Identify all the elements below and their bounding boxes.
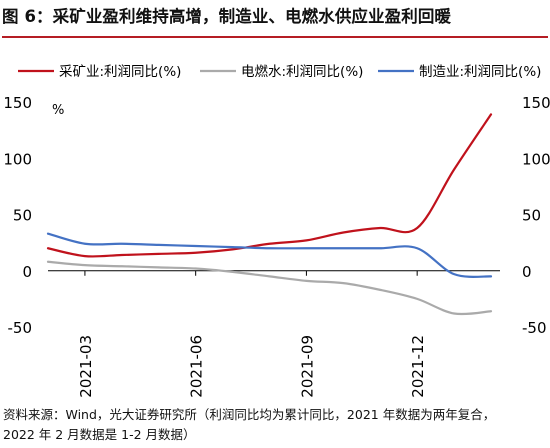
legend-label-1: 采矿业:利润同比(%) (59, 64, 181, 80)
y-tick-label-left: -50 (8, 319, 33, 337)
legend-label-2: 电燃水:利润同比(%) (241, 63, 363, 80)
chart-axes (48, 270, 500, 276)
series-line-3 (46, 232, 493, 278)
line-chart: 采矿业:利润同比(%) 电燃水:利润同比(%) 制造业:利润同比(%) % 150 15… (3, 63, 550, 398)
x-tick-label: 2021-12 (409, 335, 427, 398)
x-tick-label: 2021-09 (298, 335, 316, 398)
figure-title: 图 6：采矿业盈利维持高增，制造业、电燃水供应业盈利回暖 (2, 7, 452, 26)
chart-series (46, 113, 493, 316)
source-note: 资料来源：Wind，光大证券研究所（利润同比均为累计同比，2021 年数据为两年… (3, 405, 549, 445)
y-tick-label-right: 0 (522, 263, 532, 281)
series-line-1 (46, 113, 493, 258)
legend-label-3: 制造业:利润同比(%) (419, 64, 541, 80)
y-tick-label-right: -50 (522, 319, 547, 337)
y-tick-label-left: 100 (3, 150, 32, 168)
y-tick-label-left: 0 (22, 263, 32, 281)
x-tick-label: 2021-03 (77, 335, 95, 398)
y-tick-label-left: 50 (13, 207, 32, 225)
y-tick-label-right: 100 (522, 150, 550, 168)
chart-legend: 采矿业:利润同比(%) 电燃水:利润同比(%) 制造业:利润同比(%) (18, 63, 541, 80)
y-tick-label-left: 150 (3, 94, 32, 112)
source-line-2: 2022 年 2 月数据是 1-2 月数据） (3, 427, 196, 442)
unit-label: % (52, 103, 64, 118)
source-line-1: 资料来源：Wind，光大证券研究所（利润同比均为累计同比，2021 年数据为两年… (3, 407, 496, 422)
chart-tick-labels: % 150 150 100 100 50 50 0 0 -50 -50 2021-03 2021-06 2… (3, 94, 550, 398)
title-underline (2, 36, 548, 38)
x-tick-label: 2021-06 (188, 335, 206, 398)
y-tick-label-right: 150 (522, 94, 550, 112)
y-tick-label-right: 50 (522, 207, 541, 225)
series-line-2 (46, 260, 493, 316)
